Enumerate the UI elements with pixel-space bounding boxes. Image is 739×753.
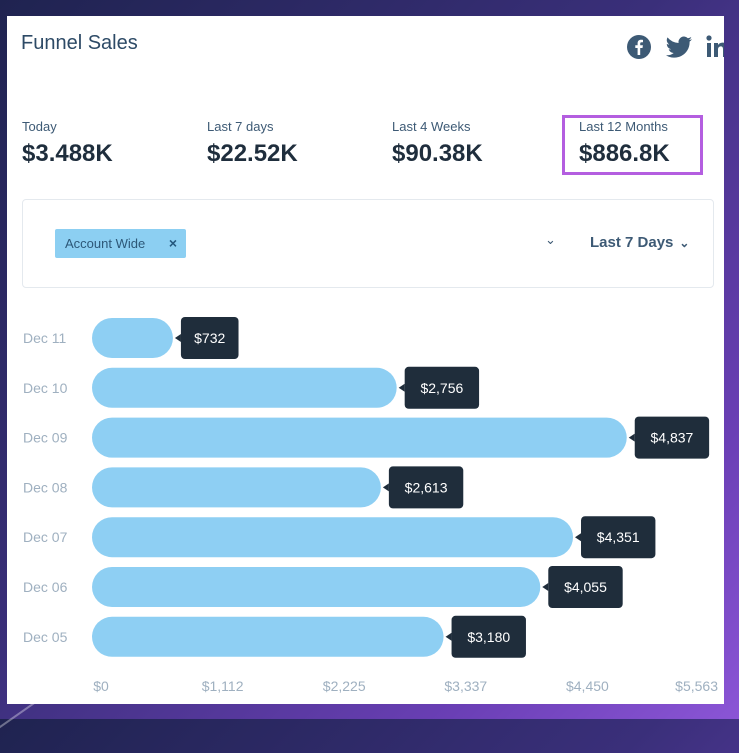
x-tick-label: $0 [93, 678, 109, 694]
close-icon[interactable]: × [168, 235, 177, 251]
stat-last-4-weeks: Last 4 Weeks $90.38K [392, 119, 483, 168]
facebook-icon[interactable] [626, 34, 652, 60]
stat-value: $3.488K [22, 140, 113, 167]
twitter-icon[interactable] [665, 34, 693, 60]
stat-label: Last 7 days [207, 119, 274, 134]
tooltip-pointer [575, 533, 582, 542]
value-label: $732 [194, 330, 225, 346]
tooltip-pointer [542, 583, 549, 591]
bar[interactable] [92, 616, 444, 657]
tooltip-pointer [398, 383, 405, 392]
stat-value: $886.8K [579, 140, 670, 167]
x-tick-label: $4,450 [566, 678, 609, 694]
value-label: $2,756 [420, 380, 463, 396]
x-tick-label: $1,112 [202, 678, 244, 694]
bar[interactable] [92, 567, 541, 607]
tooltip-pointer [382, 483, 389, 492]
value-tooltip [388, 466, 464, 509]
value-tooltip [634, 416, 710, 459]
stat-label: Last 12 Months [579, 119, 668, 134]
stat-last-12-months: Last 12 Months $886.8K [579, 119, 670, 168]
value-label: $4,837 [651, 430, 694, 446]
value-tooltip [180, 317, 239, 359]
category-label: Dec 10 [23, 380, 68, 396]
stat-label: Last 4 Weeks [392, 119, 471, 134]
stat-last-7-days: Last 7 days $22.52K [207, 119, 298, 168]
category-label: Dec 11 [23, 330, 67, 346]
x-tick-label: $3,337 [444, 678, 487, 694]
highlight-box [562, 115, 703, 175]
bar[interactable] [92, 417, 627, 458]
date-range-label: Last 7 Days [590, 234, 674, 251]
value-tooltip [451, 615, 526, 658]
value-label: $3,180 [467, 629, 510, 645]
category-label: Dec 09 [23, 430, 68, 446]
category-label: Dec 08 [23, 479, 68, 495]
tooltip-pointer [628, 433, 635, 442]
chevron-down-icon: ⌄ [679, 235, 690, 250]
category-label: Dec 05 [23, 629, 68, 645]
funnel-sales-card: Funnel Sales Today $3.488K Last 7 days $… [7, 16, 724, 704]
value-tooltip [548, 566, 623, 608]
x-tick-label: $2,225 [323, 678, 366, 694]
value-label: $4,055 [564, 579, 607, 595]
linkedin-icon[interactable] [706, 34, 724, 60]
bar[interactable] [92, 318, 173, 358]
tooltip-pointer [445, 632, 452, 641]
category-label: Dec 06 [23, 579, 68, 595]
value-tooltip [581, 516, 656, 559]
stat-today: Today $3.488K [22, 119, 113, 168]
date-range-select[interactable]: Last 7 Days ⌄ [590, 234, 689, 251]
stat-value: $22.52K [207, 140, 298, 167]
account-filter-tag[interactable]: Account Wide × [55, 229, 186, 258]
filter-bar: Account Wide × ⌄ Last 7 Days ⌄ [22, 199, 714, 288]
sales-bar-chart: Dec 11 $732 Dec 10 $2,756 Dec 09 $4,837 Dec 08… [23, 317, 718, 694]
bar[interactable] [92, 367, 397, 408]
value-tooltip [404, 366, 480, 409]
bar[interactable] [92, 467, 381, 508]
card-title: Funnel Sales [21, 32, 138, 54]
bar[interactable] [92, 517, 574, 558]
value-label: $2,613 [405, 479, 448, 495]
x-tick-label: $5,563 [675, 678, 718, 694]
chevron-down-icon[interactable]: ⌄ [545, 232, 556, 247]
stat-label: Today [22, 119, 57, 134]
value-label: $4,351 [597, 529, 640, 545]
tooltip-pointer [174, 334, 181, 342]
category-label: Dec 07 [23, 529, 68, 545]
stat-value: $90.38K [392, 140, 483, 167]
tag-label: Account Wide [65, 236, 146, 251]
